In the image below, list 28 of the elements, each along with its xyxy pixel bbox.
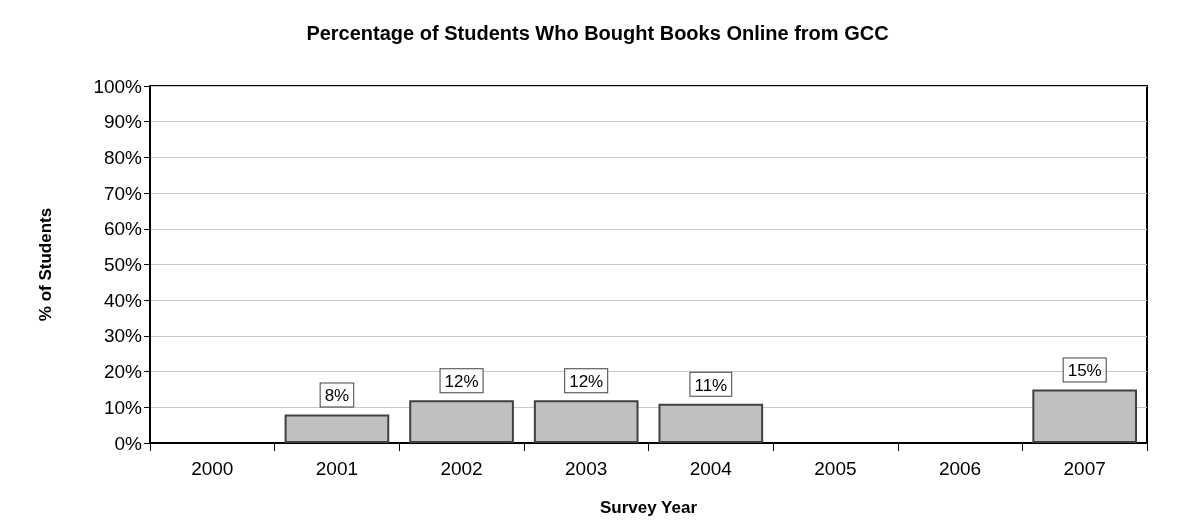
x-tick-label: 2001 — [315, 458, 359, 479]
x-tick-label: 2000 — [191, 458, 234, 479]
x-tick-label: 2006 — [938, 458, 982, 479]
data-label: 8% — [324, 386, 350, 406]
chart-title: Percentage of Students Who Bought Books Online from GCC — [306, 22, 889, 44]
y-tick-label: 70% — [103, 182, 143, 204]
y-tick-label: 10% — [103, 396, 143, 418]
data-label: 12% — [569, 372, 604, 392]
data-label: 15% — [1067, 361, 1102, 381]
y-tick-label: 20% — [103, 361, 143, 383]
y-tick-label: 0% — [114, 432, 143, 454]
x-tick-label: 2002 — [440, 458, 483, 479]
data-label: 12% — [444, 372, 479, 392]
y-tick-label: 80% — [103, 146, 143, 168]
y-tick-label: 90% — [103, 111, 143, 133]
data-label: 11% — [694, 375, 728, 395]
y-tick-label: 30% — [103, 325, 143, 347]
bar — [284, 414, 390, 443]
y-axis-title: % of Students — [36, 207, 55, 322]
y-tick-label: 100% — [93, 75, 143, 97]
x-tick-label: 2004 — [689, 458, 733, 479]
y-tick-label: 50% — [103, 254, 143, 275]
y-tick-label: 40% — [103, 289, 143, 311]
x-tick-label: 2005 — [814, 458, 857, 479]
x-tick-label: 2003 — [565, 458, 608, 479]
x-axis-title: Survey Year — [599, 498, 698, 517]
y-tick-label: 60% — [103, 218, 143, 240]
x-tick-label: 2007 — [1063, 458, 1106, 479]
